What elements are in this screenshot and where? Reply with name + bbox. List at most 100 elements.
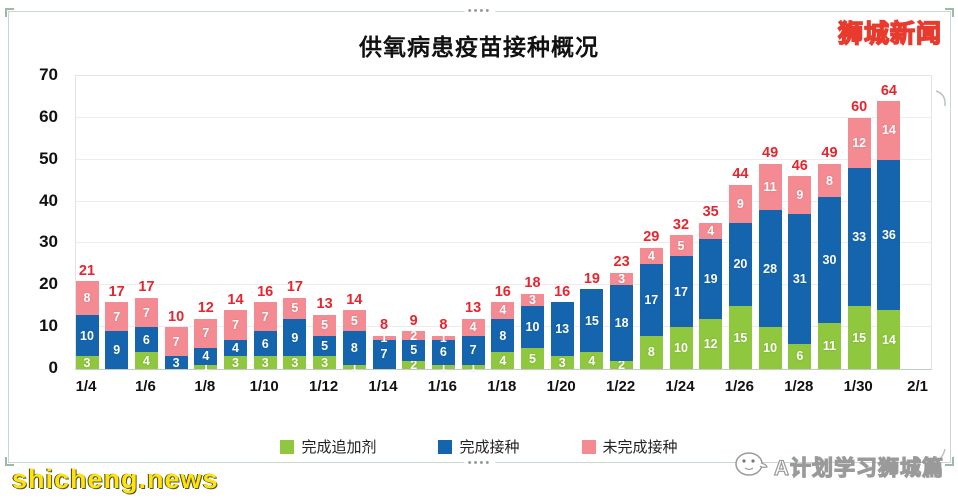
drag-handle-bottom[interactable]: ••••: [463, 458, 496, 469]
bar-segment: 12: [847, 117, 871, 169]
page-curl-icon: [934, 90, 948, 113]
bar-1-6: 4 6 7 17: [134, 280, 158, 369]
bar-total-label: 9: [409, 312, 418, 329]
bar-segment: 31: [788, 214, 812, 344]
bar-total-label: 17: [108, 283, 125, 300]
bar-segment: 2: [610, 359, 634, 371]
bar-segment: 9: [105, 331, 129, 369]
bar-segment: 8: [75, 281, 99, 315]
bar-total-label: 13: [316, 296, 333, 313]
x-tick-label: 1/18: [487, 378, 517, 395]
bar-segment: 14: [877, 310, 901, 369]
bar-segment: 7: [372, 339, 396, 369]
bar-segment: 10: [521, 306, 544, 349]
bar-segment: 1: [431, 361, 455, 373]
bar-segment: 5: [402, 339, 426, 361]
bar-segment: 7: [164, 327, 188, 357]
x-tick-label: 1/28: [784, 378, 814, 395]
legend-label: 未完成接种: [602, 439, 678, 456]
bar-segment: 3: [550, 356, 574, 369]
bar-segment: 6: [788, 343, 812, 369]
x-tick-label: 1/4: [75, 378, 97, 395]
chart-title: 供氧病患疫苗接种概况: [359, 34, 599, 60]
bar-total-label: 13: [465, 300, 482, 317]
legend-swatch-icon: [438, 439, 453, 454]
drag-handle-top[interactable]: ••••: [463, 6, 496, 17]
bar-segment: 4: [461, 318, 485, 336]
bar-segment: 15: [580, 289, 604, 353]
bar-segment: 9: [728, 184, 752, 223]
bar-segment: 2: [402, 329, 426, 342]
bar-segment: 10: [758, 327, 782, 369]
bar-1-26: 15 20 9 44: [728, 167, 752, 369]
footer-account-badge: A计划学习狮城篇: [732, 447, 944, 486]
y-tick-label: 70: [39, 65, 58, 84]
bar-segment: 8: [818, 163, 841, 198]
bar-1-28: 6 31 9 46: [788, 159, 812, 369]
bar-segment: 4: [491, 352, 515, 369]
bar-total-label: 14: [227, 291, 244, 308]
bar-segment: 17: [669, 256, 693, 328]
bar-total-label: 46: [791, 157, 808, 174]
y-axis: 0 10 20 30 40 50 60 70: [0, 65, 68, 377]
bar-total-label: 23: [613, 254, 630, 271]
bar-segment: 6: [253, 331, 277, 357]
bar-total-label: 21: [78, 262, 96, 279]
bar-1-24: 10 17 5 32: [669, 218, 693, 369]
frame-corner-top-left-icon: [5, 8, 14, 17]
bar-segment: 5: [313, 314, 337, 336]
bar-total-label: 10: [168, 308, 185, 325]
bar-segment: 5: [342, 310, 366, 332]
bar-segment: 3: [164, 356, 188, 369]
bar-segment: 4: [194, 348, 218, 365]
bar-segment: 19: [699, 239, 723, 319]
bar-total-label: 18: [524, 275, 541, 292]
bar-segment: 36: [877, 159, 901, 311]
y-tick-label: 20: [39, 274, 58, 294]
bar-1-25: 12 19 4 35: [699, 205, 723, 369]
x-tick-label: 1/16: [427, 378, 457, 395]
bar-segment: 7: [461, 335, 485, 365]
bar-segment: 5: [283, 297, 307, 319]
watermark-shicheng-news-logo: 狮城新闻: [837, 19, 942, 48]
legend-item: 完成接种: [438, 436, 520, 457]
bar-1-4: 3 10 8 21: [75, 264, 99, 369]
bar-segment: 15: [847, 306, 871, 369]
bar-segment: 18: [610, 285, 634, 361]
x-tick-label: 1/26: [724, 378, 754, 395]
x-tick-label: 2/1: [907, 378, 929, 395]
x-tick-label: 1/12: [308, 378, 339, 395]
bar-total-label: 60: [851, 99, 868, 116]
gridline: [76, 158, 931, 160]
legend-label: 完成接种: [459, 439, 520, 456]
bar-1-17: 1 7 4 13: [461, 301, 485, 373]
x-tick-label: 1/30: [843, 378, 873, 395]
x-tick-label: 1/14: [368, 378, 398, 395]
bar-segment: 8: [491, 318, 515, 353]
bar-total-label: 29: [643, 229, 660, 246]
bar-segment: 3: [610, 272, 634, 286]
y-tick-label: 40: [39, 190, 58, 210]
bar-segment: 15: [728, 306, 752, 369]
gridline: [76, 284, 931, 286]
plot-area: 3 10 8 21 9 7 17 4 6 7 17 3 7 10 1 4 7 12 3 4 7 14 3 6 7 16 3 9 5 17 3…: [75, 75, 932, 373]
bar-total-label: 64: [880, 82, 897, 99]
gridline: [76, 200, 931, 202]
watermark-shicheng-news-url: shicheng.news: [12, 464, 219, 494]
bar-segment: 1: [194, 361, 218, 373]
bar-segment: 7: [224, 310, 247, 340]
bar-1-9: 3 4 7 14: [224, 293, 247, 369]
y-tick-label: 50: [39, 148, 58, 168]
bar-segment: 12: [699, 318, 723, 369]
bar-1-18: 4 8 4 16: [491, 285, 515, 369]
bar-1-10: 3 6 7 16: [253, 285, 277, 369]
bar-segment: 9: [283, 318, 307, 357]
bar-segment: 7: [194, 318, 218, 349]
chart-legend: 完成追加剂 完成接种 未完成接种: [0, 436, 958, 457]
bar-segment: 1: [372, 331, 396, 344]
bar-1-22: 2 18 3 23: [610, 255, 634, 371]
bar-1-12: 3 5 5 13: [313, 297, 337, 369]
bar-1-29: 11 30 8 49: [818, 146, 841, 369]
